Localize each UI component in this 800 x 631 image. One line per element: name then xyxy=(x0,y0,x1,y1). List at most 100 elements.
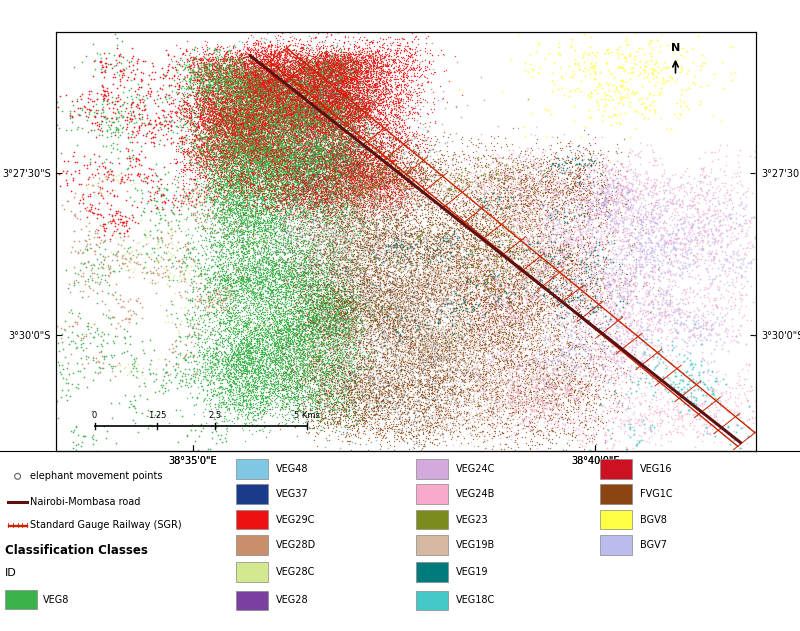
Point xyxy=(269,106,282,116)
Point xyxy=(287,194,300,204)
Point xyxy=(462,218,474,228)
Point xyxy=(310,254,322,264)
Point xyxy=(287,165,300,175)
Point xyxy=(425,353,438,363)
Point xyxy=(221,385,234,395)
Point xyxy=(410,187,422,198)
Point xyxy=(238,190,250,200)
Point xyxy=(517,162,530,172)
Point xyxy=(455,200,468,210)
Point xyxy=(393,365,406,375)
Point xyxy=(338,191,351,201)
Point xyxy=(548,370,561,380)
Point xyxy=(234,175,246,185)
Point xyxy=(329,367,342,377)
Point xyxy=(238,122,251,133)
Point xyxy=(226,91,238,102)
Point xyxy=(397,220,410,230)
Point xyxy=(298,120,310,130)
Point xyxy=(97,141,110,151)
Point xyxy=(322,174,334,184)
Point xyxy=(334,109,347,119)
Point xyxy=(464,240,477,251)
Point xyxy=(572,281,585,291)
Point xyxy=(234,150,246,160)
Point xyxy=(326,273,338,283)
Point xyxy=(262,342,274,352)
Point xyxy=(329,151,342,162)
Point xyxy=(323,249,336,259)
Point xyxy=(414,317,426,327)
Point xyxy=(239,114,252,124)
Point xyxy=(337,226,350,236)
Point xyxy=(239,115,252,126)
Point xyxy=(371,74,384,84)
Point xyxy=(645,338,658,348)
Point xyxy=(304,382,317,392)
Point xyxy=(332,105,345,115)
Point xyxy=(269,129,282,139)
Point xyxy=(310,379,323,389)
Point xyxy=(474,322,487,332)
Point xyxy=(236,144,249,155)
Point xyxy=(262,224,274,234)
Point xyxy=(451,283,464,293)
Point xyxy=(355,102,368,112)
Point xyxy=(290,167,303,177)
Point xyxy=(317,66,330,76)
Point xyxy=(212,73,225,83)
Point xyxy=(190,78,202,88)
Point xyxy=(650,352,663,362)
Point xyxy=(357,101,370,111)
Point xyxy=(254,90,267,100)
Point xyxy=(255,191,268,201)
Point xyxy=(326,218,339,228)
Point xyxy=(302,181,315,191)
Point xyxy=(668,237,681,247)
Point xyxy=(371,98,384,109)
Point xyxy=(471,275,484,285)
Point xyxy=(365,185,378,195)
Point xyxy=(405,199,418,209)
Point xyxy=(401,203,414,213)
Point xyxy=(342,324,354,334)
Point xyxy=(278,155,290,165)
Point xyxy=(260,232,273,242)
Point xyxy=(221,112,234,122)
Point xyxy=(234,83,247,93)
Point xyxy=(274,211,286,221)
Point xyxy=(261,116,274,126)
Point xyxy=(398,138,410,148)
Point xyxy=(370,175,382,186)
Point xyxy=(434,413,446,423)
Point xyxy=(634,435,647,445)
Point xyxy=(288,106,301,116)
Point xyxy=(226,186,238,196)
Point xyxy=(334,201,347,211)
Point xyxy=(351,188,364,198)
Point xyxy=(699,211,712,221)
Point xyxy=(275,97,288,107)
Point xyxy=(280,274,293,284)
Point xyxy=(235,134,248,144)
Point xyxy=(244,343,257,353)
Point xyxy=(393,271,406,281)
Point xyxy=(389,163,402,173)
Point xyxy=(357,108,370,118)
Point xyxy=(355,413,368,423)
Point xyxy=(282,74,295,84)
Point xyxy=(266,151,278,162)
Point xyxy=(480,197,493,207)
Point xyxy=(250,323,262,333)
Point xyxy=(129,130,142,140)
Point xyxy=(508,276,521,286)
Point xyxy=(570,264,583,274)
Point xyxy=(252,131,265,141)
Point xyxy=(565,213,578,223)
Point xyxy=(434,332,447,342)
Point xyxy=(236,171,249,181)
Point xyxy=(275,282,288,292)
Point xyxy=(313,67,326,77)
Point xyxy=(310,179,323,189)
Point xyxy=(742,431,754,441)
